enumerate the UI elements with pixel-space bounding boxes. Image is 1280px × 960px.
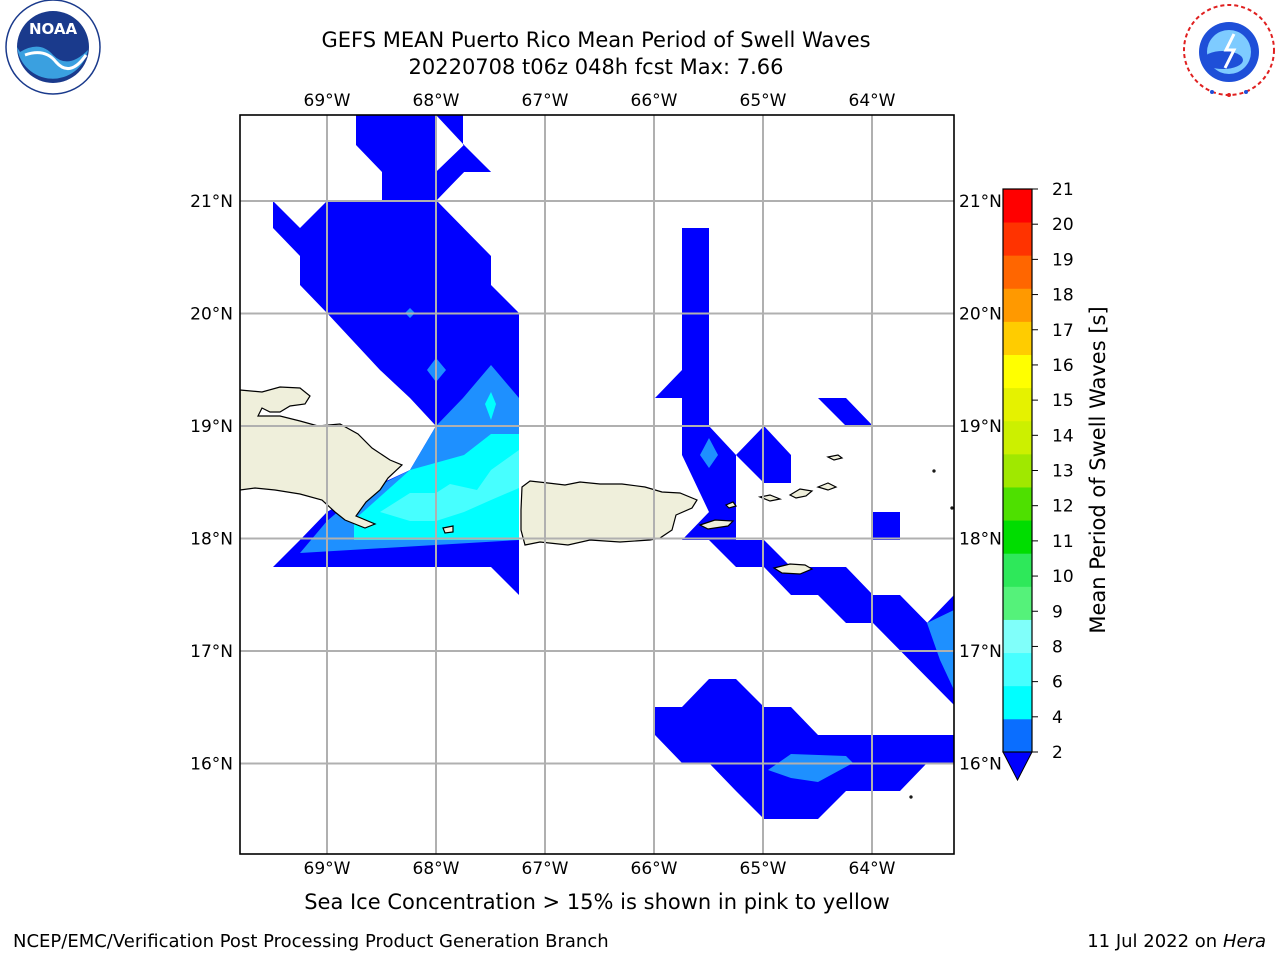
contour-2-4-vi [818,398,873,455]
colorbar-segment [1003,255,1032,289]
footer-date: 11 Jul 2022 on Hera [1087,931,1266,952]
colorbar-extend-triangle [1002,751,1033,782]
st-john-bvi [788,488,814,499]
colorbar-tick-label: 15 [1052,391,1074,411]
contour-4-6-east [700,438,718,468]
islet-1 [932,469,936,473]
contour-2-4-east-band [682,455,954,705]
colorbar-tick-label: 8 [1052,637,1063,657]
lon-label-bottom: 65°W [740,859,787,879]
mona-island [442,525,454,534]
noaa-logo-text: NOAA [29,20,78,38]
lat-label-left: 17°N [190,642,233,662]
colorbar-tick-label: 13 [1052,462,1074,482]
lat-label-right: 17°N [959,642,1002,662]
colorbar-segment [1003,321,1032,355]
lat-label-right: 20°N [959,305,1002,325]
colorbar-label: Mean Period of Swell Waves [s] [1086,306,1110,633]
lon-label-bottom: 68°W [413,859,460,879]
axis-labels: 69°W 69°W 68°W 68°W 67°W 67°W 66°W 66°W 65°W 65°W… [190,91,1002,879]
colorbar-segment [1003,718,1032,753]
colorbar-tick-label: 18 [1052,286,1074,306]
lat-label-right: 21°N [959,192,1002,212]
colorbar-segment [1003,420,1032,455]
colorbar-segment [1003,453,1032,488]
lon-label-top: 65°W [740,91,787,111]
map-frame [239,114,955,855]
colorbar-segment [1003,619,1032,654]
colorbar-segment [1003,553,1032,587]
chart-title: GEFS MEAN Puerto Rico Mean Period of Swe… [321,28,871,52]
colorbar-tick-label: 19 [1052,250,1074,270]
lon-label-top: 68°W [413,91,460,111]
footer-host: Hera [1222,931,1266,952]
lon-label-bottom: 66°W [631,859,678,879]
colorbar-segment [1003,288,1032,322]
lon-label-bottom: 64°W [849,859,896,879]
lat-label-left: 18°N [190,530,233,550]
graticule [240,115,954,854]
colorbar-tick-label: 21 [1052,180,1074,200]
contour-8-9 [380,450,519,521]
colorbar-segment [1003,189,1032,223]
colorbar-tick-label: 20 [1052,215,1074,235]
colorbar-tick-label: 10 [1052,567,1074,587]
colorbar-segment [1003,387,1032,422]
colorbar-tick-label: 16 [1052,356,1074,376]
lon-label-top: 67°W [522,91,569,111]
lat-label-left: 20°N [190,305,233,325]
contour-6-8-spot [485,392,496,420]
lat-label-left: 19°N [190,417,233,437]
colorbar-tick-label: 17 [1052,321,1074,341]
contour-2-4-nw [356,115,491,201]
vieques [698,519,735,530]
tortola [816,482,838,491]
colorbar-segment [1003,487,1032,521]
lon-label-top: 69°W [304,91,351,111]
colorbar-tick-label: 11 [1052,532,1074,552]
culebra [724,501,738,509]
puerto-rico [520,480,698,546]
colorbar-tick-label: 14 [1052,426,1074,446]
noaa-logo: NOAA [5,0,101,95]
colorbar-tick-label: 4 [1052,708,1063,728]
contour-4-6-south [768,754,853,782]
contour-2-4-east-spine [655,228,791,512]
lat-label-right: 19°N [959,417,1002,437]
colorbar-tick-label: 2 [1052,743,1063,763]
st-thomas [757,494,783,502]
colorbar-segment [1003,520,1032,554]
anegada [826,454,844,461]
contour-2-4-south [655,679,954,819]
colorbar-segment [1003,652,1032,687]
colorbar-segment [1003,685,1032,720]
colorbar-tick-label: 9 [1052,602,1063,622]
lon-label-bottom: 69°W [304,859,351,879]
colorbar-segment [1003,586,1032,620]
lon-label-top: 66°W [631,91,678,111]
islet-2 [909,795,913,799]
st-croix [772,563,814,575]
lat-label-right: 18°N [959,530,1002,550]
colorbar-segment [1003,222,1032,256]
chart-subtitle: 20220708 t06z 048h fcst Max: 7.66 [408,55,784,79]
colorbar-tick-label: 6 [1052,673,1063,693]
contour-2-4-box [873,512,900,540]
lat-label-left: 16°N [190,755,233,775]
footer-credit: NCEP/EMC/Verification Post Processing Pr… [13,931,609,952]
colorbar: 21 20 19 18 17 16 15 14 13 12 11 10 9 8 6 4 2 Mean Period… [1002,180,1110,782]
colorbar-tick-label: 12 [1052,497,1074,517]
colorbar-segment [1003,354,1032,389]
sea-ice-note: Sea Ice Concentration > 15% is shown in … [304,890,890,914]
footer-date-text: 11 Jul 2022 on [1087,931,1223,952]
islet-3 [950,506,954,510]
lat-label-left: 21°N [190,192,233,212]
lat-label-right: 16°N [959,755,1002,775]
lon-label-top: 64°W [849,91,896,111]
lon-label-bottom: 67°W [522,859,569,879]
nws-logo [1183,4,1275,97]
